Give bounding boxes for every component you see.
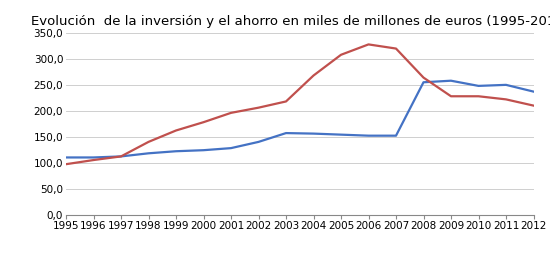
Ahorro bruto (530, 90, 537, 93)
Ahorro bruto (503, 83, 509, 87)
Inversión bruta (200, 120, 207, 124)
Ahorro bruto (200, 148, 207, 152)
Inversión bruta (530, 104, 537, 107)
Title: Evolución  de la inversión y el ahorro en miles de millones de euros (1995-2012): Evolución de la inversión y el ahorro en… (31, 15, 550, 28)
Ahorro bruto (448, 79, 454, 82)
Inversión bruta (420, 76, 427, 79)
Line: Ahorro bruto: Ahorro bruto (66, 81, 534, 158)
Ahorro bruto (255, 140, 262, 144)
Inversión bruta (283, 100, 289, 103)
Ahorro bruto (310, 132, 317, 135)
Line: Inversión bruta: Inversión bruta (66, 44, 534, 164)
Inversión bruta (90, 158, 97, 162)
Inversión bruta (173, 129, 179, 132)
Ahorro bruto (145, 152, 152, 155)
Ahorro bruto (63, 156, 69, 159)
Ahorro bruto (283, 131, 289, 135)
Inversión bruta (338, 53, 344, 56)
Ahorro bruto (338, 133, 344, 136)
Ahorro bruto (173, 150, 179, 153)
Ahorro bruto (228, 147, 234, 150)
Ahorro bruto (365, 134, 372, 137)
Inversión bruta (310, 74, 317, 77)
Ahorro bruto (475, 84, 482, 87)
Inversión bruta (475, 95, 482, 98)
Inversión bruta (145, 140, 152, 144)
Inversión bruta (448, 95, 454, 98)
Inversión bruta (63, 163, 69, 166)
Inversión bruta (118, 155, 124, 158)
Ahorro bruto (393, 134, 399, 137)
Ahorro bruto (420, 81, 427, 84)
Inversión bruta (228, 111, 234, 114)
Inversión bruta (503, 98, 509, 101)
Inversión bruta (365, 43, 372, 46)
Inversión bruta (255, 106, 262, 109)
Inversión bruta (393, 47, 399, 50)
Ahorro bruto (90, 156, 97, 159)
Ahorro bruto (118, 155, 124, 158)
